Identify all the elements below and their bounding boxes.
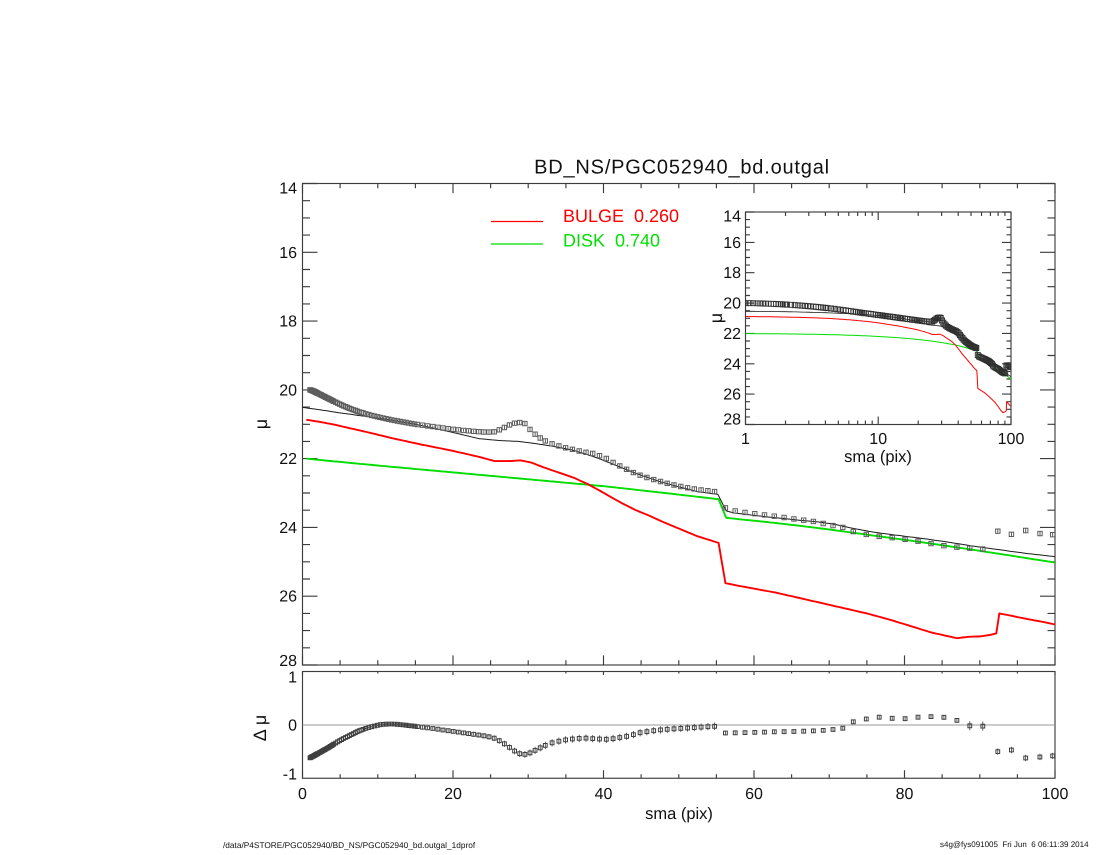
- svg-text:100: 100: [998, 431, 1025, 448]
- svg-text:sma (pix): sma (pix): [645, 805, 713, 823]
- svg-text:18: 18: [279, 314, 297, 331]
- svg-text:22: 22: [723, 326, 741, 343]
- svg-text:26: 26: [279, 589, 297, 606]
- svg-text:1: 1: [741, 431, 750, 448]
- svg-text:14: 14: [723, 208, 741, 225]
- svg-text:28: 28: [723, 412, 741, 429]
- svg-text:s4g@fys091005 Fri Jun 6 06:1: s4g@fys091005 Fri Jun 6 06:11:39 2014: [940, 840, 1089, 849]
- svg-text:24: 24: [279, 520, 297, 537]
- svg-text:28: 28: [279, 653, 297, 670]
- svg-text:μ: μ: [706, 313, 726, 323]
- svg-text:40: 40: [595, 786, 613, 803]
- svg-text:0: 0: [288, 718, 297, 735]
- svg-text:0: 0: [298, 786, 307, 803]
- svg-text:μ: μ: [251, 419, 271, 429]
- svg-text:1: 1: [288, 670, 297, 687]
- svg-text:/data/P4STORE/PGC052940/BD_NS/: /data/P4STORE/PGC052940/BD_NS/PGC052940_…: [223, 840, 476, 850]
- svg-text:22: 22: [279, 451, 297, 468]
- svg-text:10: 10: [869, 431, 887, 448]
- svg-text:24: 24: [723, 356, 741, 373]
- svg-text:-1: -1: [283, 767, 297, 784]
- svg-text:26: 26: [723, 387, 741, 404]
- svg-text:14: 14: [279, 181, 297, 198]
- svg-text:60: 60: [745, 786, 763, 803]
- svg-text:100: 100: [1042, 786, 1069, 803]
- svg-text:16: 16: [279, 245, 297, 262]
- svg-text:DISK 0.740: DISK 0.740: [563, 231, 660, 251]
- svg-text:16: 16: [723, 235, 741, 252]
- svg-text:20: 20: [723, 296, 741, 313]
- svg-text:80: 80: [896, 786, 914, 803]
- svg-text:18: 18: [723, 265, 741, 282]
- svg-text:20: 20: [444, 786, 462, 803]
- svg-text:BD_NS/PGC052940_bd.outgal: BD_NS/PGC052940_bd.outgal: [534, 157, 830, 179]
- svg-text:20: 20: [279, 382, 297, 399]
- svg-text:BULGE 0.260: BULGE 0.260: [563, 206, 679, 226]
- svg-text:sma (pix): sma (pix): [844, 448, 912, 466]
- svg-text:Δ μ: Δ μ: [250, 715, 270, 741]
